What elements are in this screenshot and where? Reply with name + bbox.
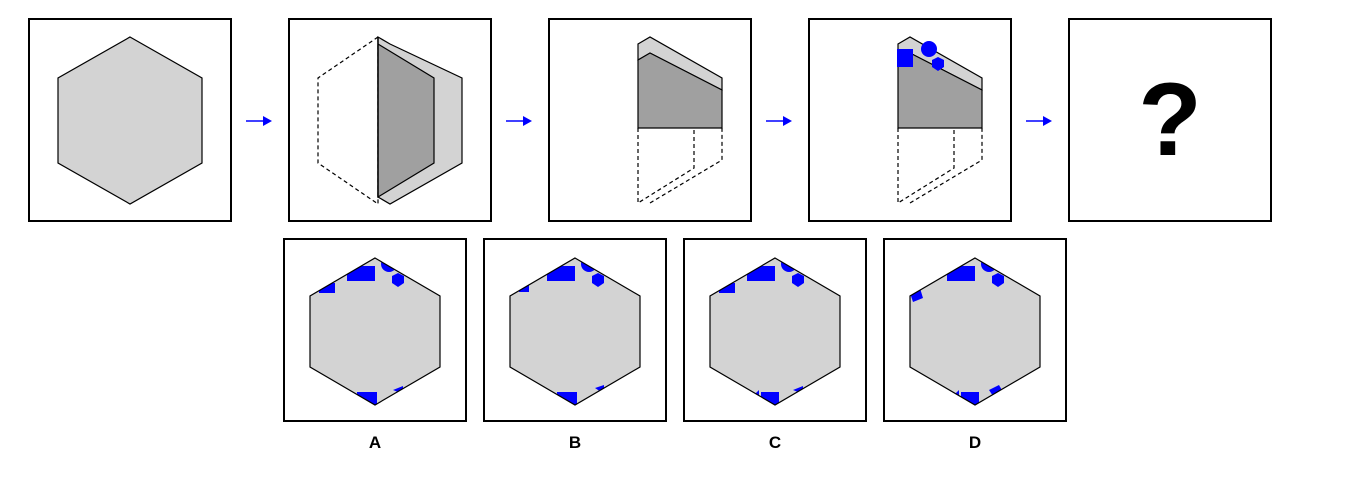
option-a-label[interactable]: A	[368, 433, 382, 452]
step-4-panel	[808, 18, 1012, 222]
option-d-unfolded-hexagon-icon	[909, 257, 1041, 406]
option-b-label[interactable]: B	[568, 433, 582, 452]
option-c-panel[interactable]	[683, 238, 867, 422]
option-a-panel[interactable]	[283, 238, 467, 422]
hexagon-folded-in-half-icon	[317, 35, 463, 206]
arrow-right-icon	[766, 116, 792, 126]
step-2-panel	[288, 18, 492, 222]
option-c-label[interactable]: C	[768, 433, 782, 452]
question-mark: ?	[1138, 61, 1202, 178]
step-3-panel	[548, 18, 752, 222]
option-b-unfolded-hexagon-icon	[509, 257, 641, 406]
step-1-panel	[28, 18, 232, 222]
option-d-panel[interactable]	[883, 238, 1067, 422]
option-b-panel[interactable]	[483, 238, 667, 422]
arrow-right-icon	[1026, 116, 1052, 126]
folded-paper-with-holes-icon	[897, 36, 983, 205]
arrow-right-icon	[506, 116, 532, 126]
question-panel: ?	[1068, 18, 1272, 222]
option-c-unfolded-hexagon-icon	[709, 257, 841, 406]
hexagon-paper-icon	[57, 36, 203, 205]
arrow-right-icon	[246, 116, 272, 126]
option-d-label[interactable]: D	[968, 433, 982, 452]
option-a-unfolded-hexagon-icon	[309, 257, 441, 406]
hexagon-folded-twice-icon	[637, 36, 723, 205]
